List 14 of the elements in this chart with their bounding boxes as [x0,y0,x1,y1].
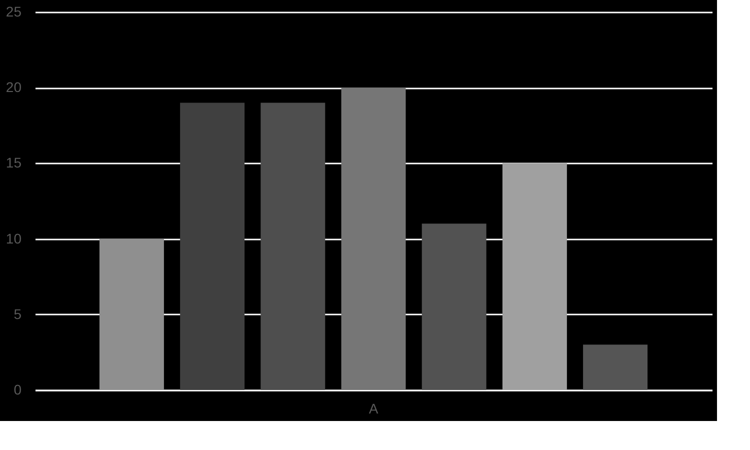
y-tick-label: 5 [14,306,22,322]
bar [583,344,648,390]
y-tick-label: 0 [14,382,22,398]
x-tick-label: A [368,400,379,416]
bar [99,238,164,390]
bar [502,163,567,390]
bar [260,102,326,390]
bar [180,102,245,390]
bar [422,224,486,390]
y-tick-label: 10 [6,230,22,246]
y-tick-label: 25 [6,4,22,20]
y-tick-label: 20 [6,79,22,96]
y-tick-label: 15 [6,154,22,171]
bar [341,88,406,390]
